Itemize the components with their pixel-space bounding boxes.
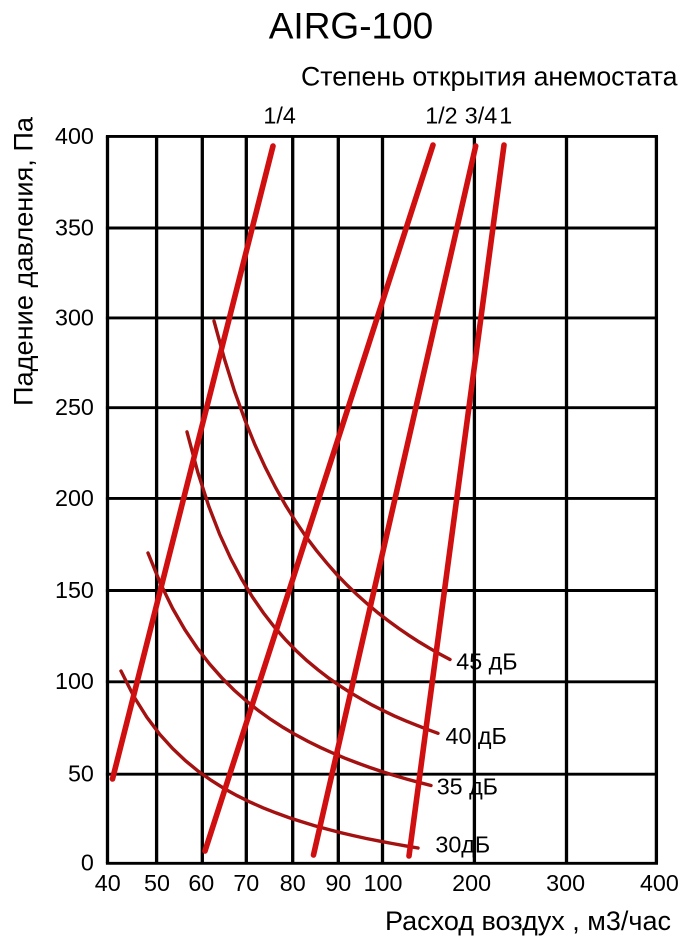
svg-text:35 дБ: 35 дБ bbox=[437, 773, 498, 799]
svg-text:1/2: 1/2 bbox=[425, 103, 457, 129]
svg-text:40 дБ: 40 дБ bbox=[446, 723, 507, 749]
svg-text:3/4: 3/4 bbox=[465, 103, 497, 129]
svg-text:80: 80 bbox=[280, 870, 306, 896]
svg-text:0: 0 bbox=[81, 850, 94, 876]
svg-text:1: 1 bbox=[499, 103, 512, 129]
svg-text:1/4: 1/4 bbox=[263, 103, 295, 129]
svg-text:100: 100 bbox=[364, 870, 403, 896]
svg-text:200: 200 bbox=[55, 485, 94, 511]
svg-text:300: 300 bbox=[55, 304, 94, 330]
svg-text:50: 50 bbox=[144, 870, 170, 896]
svg-text:150: 150 bbox=[55, 577, 94, 603]
svg-text:90: 90 bbox=[325, 870, 351, 896]
svg-text:AIRG-100: AIRG-100 bbox=[269, 6, 434, 47]
svg-text:300: 300 bbox=[546, 870, 585, 896]
svg-text:400: 400 bbox=[640, 870, 679, 896]
svg-text:60: 60 bbox=[188, 870, 214, 896]
svg-text:200: 200 bbox=[452, 870, 491, 896]
svg-text:Падение давления, Па: Падение давления, Па bbox=[8, 116, 39, 406]
svg-text:350: 350 bbox=[55, 214, 94, 240]
svg-text:400: 400 bbox=[55, 123, 94, 149]
svg-text:250: 250 bbox=[55, 394, 94, 420]
svg-text:50: 50 bbox=[68, 761, 94, 787]
svg-text:45 дБ: 45 дБ bbox=[456, 649, 517, 675]
svg-text:100: 100 bbox=[55, 668, 94, 694]
svg-text:40: 40 bbox=[95, 870, 121, 896]
svg-text:Расход воздух , м3/час: Расход воздух , м3/час bbox=[385, 906, 671, 936]
svg-text:30дБ: 30дБ bbox=[435, 831, 490, 857]
svg-text:Степень открытия анемостата: Степень открытия анемостата bbox=[301, 62, 678, 92]
svg-text:70: 70 bbox=[233, 870, 259, 896]
